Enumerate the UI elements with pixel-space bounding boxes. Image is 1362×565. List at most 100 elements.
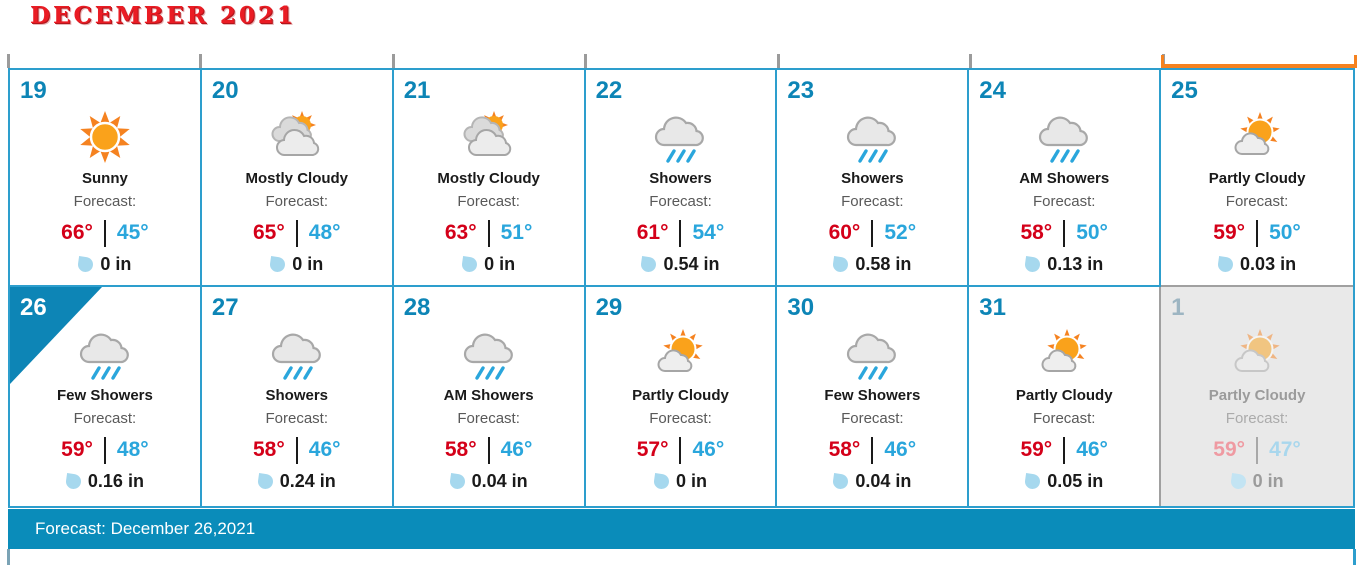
precip-amount: 0.13 in [1047, 254, 1104, 274]
partly-cloudy-icon [969, 323, 1159, 385]
temp-divider [103, 436, 106, 464]
precipitation: 0 in [202, 254, 392, 275]
condition-label: Mostly Cloudy [245, 170, 349, 187]
precip-drop-icon [1229, 473, 1247, 490]
day-cell-selected-column[interactable]: 25 Partly Cloudy Forecast: 59° 50° 0.03 … [1161, 70, 1353, 287]
showers-icon [394, 323, 584, 385]
precip-amount: 0.58 in [855, 254, 912, 274]
day-cell[interactable]: 22 Showers Forecast: 61° 54° 0.54 in [585, 70, 778, 287]
day-cell[interactable]: 27 Showers Forecast: 58° 46° 0.24 in [202, 287, 394, 506]
column-tick [969, 54, 972, 68]
forecast-status-text: Forecast: December 26,2021 [35, 519, 256, 538]
temp-divider [679, 436, 682, 464]
precip-drop-icon [653, 473, 670, 490]
column-tick [392, 54, 395, 68]
partly-cloudy-icon [1161, 323, 1353, 385]
showers-icon [202, 323, 392, 385]
day-number: 29 [595, 294, 623, 321]
precip-amount: 0.04 in [855, 471, 912, 491]
low-temp: 46° [692, 438, 725, 461]
high-temp: 60° [828, 221, 861, 244]
forecast-label: Forecast: [649, 193, 712, 210]
temperature-row: 66° 45° [10, 218, 200, 248]
forecast-label: Forecast: [841, 193, 904, 210]
forecast-label: Forecast: [265, 410, 329, 427]
precip-drop-icon [77, 256, 95, 273]
day-cell[interactable]: 24 AM Showers Forecast: 58° 50° 0.13 in [969, 70, 1162, 287]
high-temp: 65° [253, 221, 285, 244]
selected-column-highlight [1161, 55, 1357, 68]
precip-drop-icon [64, 473, 82, 490]
high-temp: 66° [61, 221, 93, 244]
day-cell[interactable]: 30 Few Showers Forecast: 58° 46° 0.04 in [777, 287, 970, 506]
forecast-label: Forecast: [73, 410, 137, 427]
temp-divider [679, 219, 682, 247]
showers-icon [969, 106, 1159, 168]
temperature-row: 63° 51° [394, 218, 584, 248]
precipitation: 0.04 in [394, 471, 584, 492]
day-number: 23 [787, 77, 815, 104]
precip-amount: 0.16 in [87, 471, 144, 491]
low-temp: 46° [884, 438, 917, 461]
temp-divider [1063, 436, 1066, 464]
precip-amount: 0 in [1252, 471, 1284, 491]
condition-label: Partly Cloudy [1208, 387, 1306, 404]
precip-drop-icon [256, 473, 274, 490]
high-temp: 59° [61, 438, 93, 461]
precip-amount: 0.03 in [1240, 254, 1297, 274]
partly-cloudy-icon [1161, 106, 1353, 168]
temp-divider [871, 436, 874, 464]
temp-divider [487, 436, 490, 464]
day-cell[interactable]: 20 Mostly Cloudy Forecast: 65° 48° 0 in [201, 70, 394, 287]
day-number: 28 [403, 294, 431, 321]
high-temp: 59° [1213, 438, 1246, 461]
temperature-row: 58° 46° [394, 435, 584, 465]
day-cell-next-month[interactable]: 1 Partly Cloudy Forecast: 59° 47° 0 in [1161, 287, 1353, 506]
mostly-cloudy-icon [202, 106, 392, 168]
precip-amount: 0 in [484, 254, 516, 274]
forecast-status-bar: Forecast: December 26,2021 [8, 509, 1355, 549]
condition-label: Partly Cloudy [1015, 387, 1113, 404]
condition-label: Sunny [82, 170, 128, 187]
temperature-row: 60° 52° [777, 218, 967, 248]
precipitation: 0.04 in [777, 471, 967, 492]
precip-amount: 0.05 in [1047, 471, 1104, 491]
forecast-label: Forecast: [1225, 193, 1289, 210]
precip-amount: 0 in [292, 254, 324, 274]
precipitation: 0.05 in [969, 471, 1159, 492]
temperature-row: 58° 46° [202, 435, 392, 465]
temp-divider [871, 219, 874, 247]
forecast-label: Forecast: [457, 410, 520, 427]
day-number: 1 [1171, 294, 1185, 321]
day-cell[interactable]: 28 AM Showers Forecast: 58° 46° 0.04 in [394, 287, 586, 506]
temperature-row: 59° 50° [1161, 218, 1353, 248]
precip-drop-icon [269, 256, 287, 273]
calendar-grid: 19 Sunny Forecast: 66° 45° 0 in 20 [8, 68, 1355, 508]
forecast-label: Forecast: [457, 193, 520, 210]
low-temp: 51° [500, 221, 533, 244]
day-number: 24 [979, 77, 1006, 104]
day-cell[interactable]: 29 Partly Cloudy Forecast: 57° 46° 0 in [586, 287, 778, 506]
high-temp: 58° [253, 438, 285, 461]
precip-drop-icon [832, 473, 850, 490]
low-temp: 50° [1269, 221, 1301, 244]
day-cell[interactable]: 19 Sunny Forecast: 66° 45° 0 in [10, 70, 202, 287]
high-temp: 61° [636, 221, 669, 244]
showers-icon [777, 106, 967, 168]
day-number: 22 [595, 77, 623, 104]
low-temp: 46° [500, 438, 533, 461]
day-cell[interactable]: 23 Showers Forecast: 60° 52° 0.58 in [777, 70, 970, 287]
showers-icon [586, 106, 776, 168]
day-cell[interactable]: 21 Mostly Cloudy Forecast: 63° 51° 0 in [393, 70, 586, 287]
day-cell[interactable]: 31 Partly Cloudy Forecast: 59° 46° 0.05 … [969, 287, 1162, 506]
day-number: 31 [979, 294, 1006, 321]
low-temp: 54° [692, 221, 725, 244]
page-title: DECEMBER 2021 [30, 2, 296, 29]
day-cell-selected[interactable]: 26 Few Showers Forecast: 59° 48° 0.16 in [10, 287, 202, 506]
temp-divider [487, 219, 490, 247]
column-tick [199, 54, 202, 68]
precipitation: 0 in [394, 254, 584, 275]
high-temp: 58° [1020, 221, 1053, 244]
condition-label: Few Showers [824, 387, 921, 404]
column-tick [584, 54, 587, 68]
